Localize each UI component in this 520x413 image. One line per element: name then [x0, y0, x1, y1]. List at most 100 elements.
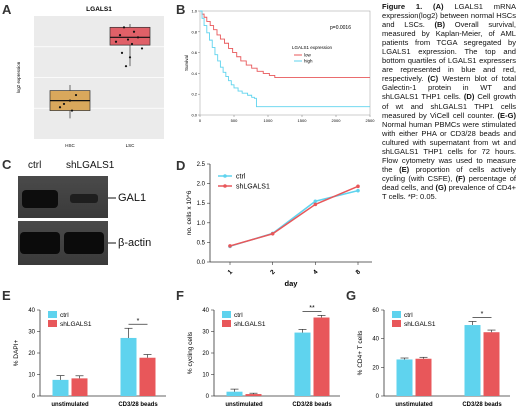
- y-tick-label: 20: [202, 351, 209, 357]
- line-marker: [313, 202, 318, 207]
- band-gal1-sh: [70, 194, 98, 203]
- y-tick-label: 0.4: [191, 71, 197, 76]
- y-tick-label: 0.2: [191, 92, 197, 97]
- legend-label-shlgals1: shLGALS1: [236, 184, 270, 191]
- line-marker: [356, 188, 360, 193]
- data-point: [130, 42, 134, 46]
- caption-segment: percentage of dead cells, and: [382, 173, 516, 192]
- legend-swatch-ctrl: [48, 311, 57, 318]
- y-tick-label: 0.0: [191, 113, 197, 118]
- y-tick-label: 20: [28, 351, 35, 357]
- legend-label-shlgals1: shLGALS1: [404, 321, 436, 328]
- x-tick-label: 1000: [264, 118, 274, 123]
- y-tick-label: 0.5: [197, 240, 206, 246]
- legend-label-shlgals1: shLGALS1: [60, 321, 92, 328]
- y-axis-label: % CD4+ T cells: [357, 330, 364, 375]
- legend-label-ctrl: ctrl: [60, 312, 69, 319]
- x-tick-label: unstimulated: [225, 402, 263, 408]
- bar-ctrl: [226, 391, 243, 396]
- line-marker: [356, 184, 360, 189]
- y-tick-label: 2.0: [197, 182, 206, 188]
- y-tick-label: 10: [202, 373, 209, 379]
- panel-label-c: C: [2, 157, 12, 172]
- legend-label-ctrl: ctrl: [234, 312, 243, 319]
- bar-shlgals1: [71, 378, 88, 396]
- band-actin-sh: [64, 232, 104, 254]
- x-tick-label: 8: [355, 268, 363, 276]
- blot-lane-shlgals1: shLGALS1: [66, 160, 115, 171]
- bar-shlgals1: [139, 357, 156, 396]
- y-tick-label: 0: [206, 394, 210, 400]
- legend-marker: [223, 174, 227, 178]
- line-marker: [228, 244, 232, 248]
- legend-swatch-ctrl: [392, 311, 401, 318]
- y-tick-label: 0: [32, 394, 36, 400]
- legend-label-high: high: [304, 59, 313, 64]
- panel-label-b: B: [176, 2, 186, 17]
- caption-segment: (D): [463, 92, 475, 102]
- x-tick-label: LSC: [126, 143, 136, 148]
- panel-label-g: G: [346, 288, 357, 303]
- legend-label-shlgals1: shLGALS1: [234, 321, 266, 328]
- legend-label-low: low: [304, 53, 312, 58]
- significance-mark: **: [309, 305, 315, 312]
- x-tick-label: unstimulated: [51, 402, 89, 408]
- x-axis-label: day: [285, 279, 299, 288]
- caption-segment: (E): [399, 164, 410, 174]
- x-tick-label: CD3/28 beads: [292, 402, 332, 408]
- line-marker: [313, 199, 318, 204]
- y-tick-label: 40: [372, 337, 379, 343]
- km-curve-high: [200, 10, 370, 108]
- legend-swatch-shlgals1: [48, 320, 57, 327]
- legend-swatch-shlgals1: [392, 320, 401, 327]
- data-point: [58, 106, 62, 109]
- blot-lane-ctrl: ctrl: [28, 160, 42, 171]
- chart-b-survival: 0.0 0.2 0.4 0.6 0.8 1.0 0 500 1000 1500 2000 2500 Su…: [184, 9, 375, 124]
- data-point: [122, 26, 126, 29]
- panel-label-a: A: [2, 2, 12, 17]
- data-point: [124, 65, 128, 68]
- bar-ctrl: [396, 359, 413, 396]
- caption-segment: (B): [434, 20, 446, 30]
- x-tick-label: 1: [227, 268, 235, 276]
- data-point: [140, 47, 144, 50]
- data-point: [126, 38, 130, 41]
- caption-segment: (E-G): [497, 110, 516, 120]
- y-tick-label: 1.5: [197, 201, 206, 207]
- caption-segment: LGALS1 mRNA expression(log2) between nor…: [382, 2, 516, 30]
- band-gal1-ctrl: [22, 190, 58, 208]
- y-tick-label: 1.0: [191, 9, 197, 14]
- x-tick-label: 0: [199, 118, 202, 123]
- blot-image: [18, 176, 116, 265]
- y-tick-label: 0: [376, 394, 380, 400]
- y-tick-label: 30: [28, 330, 35, 336]
- x-tick-label: CD3/28 beads: [118, 402, 158, 408]
- y-tick-label: 40: [202, 308, 209, 314]
- data-point: [74, 93, 78, 97]
- panel-label-d: D: [176, 158, 186, 173]
- x-tick-label: 2: [269, 268, 277, 276]
- caption-segment: Normal human PBMCs were stimulated with …: [382, 119, 516, 174]
- x-tick-label: 4: [312, 268, 320, 276]
- y-axis-label: Survival: [184, 55, 189, 71]
- plot-frame: [199, 10, 371, 116]
- panel-label-f: F: [176, 288, 184, 303]
- chart-f-cycling: 0 10 20 30 40 % cycling cells unstimulated CD3/…: [187, 305, 340, 408]
- western-blot-panel: ctrl shLGALS1 GAL1 β-actin: [14, 160, 164, 278]
- x-tick-label: unstimulated: [395, 402, 433, 408]
- p-value-annotation: p=0.0016: [330, 25, 351, 31]
- y-axis-label: log2 expression: [16, 61, 21, 93]
- chart-g-cd4: 0 20 40 60 % CD4+ T cells unstimulated CD3/28 …: [357, 308, 510, 408]
- bar-ctrl: [120, 337, 137, 396]
- x-tick-label: 500: [231, 118, 238, 123]
- data-point: [70, 109, 74, 112]
- blot-band-gal1-label: GAL1: [118, 192, 147, 204]
- x-tick-label: HSC: [65, 143, 75, 148]
- data-point: [62, 102, 66, 106]
- data-point: [136, 36, 140, 39]
- y-tick-label: 1.0: [197, 221, 206, 227]
- caption-segment: (F): [455, 173, 466, 183]
- legend-label-ctrl: ctrl: [404, 312, 413, 319]
- legend-swatch-ctrl: [222, 311, 231, 318]
- caption-segment: Figure 1. (A): [382, 2, 444, 11]
